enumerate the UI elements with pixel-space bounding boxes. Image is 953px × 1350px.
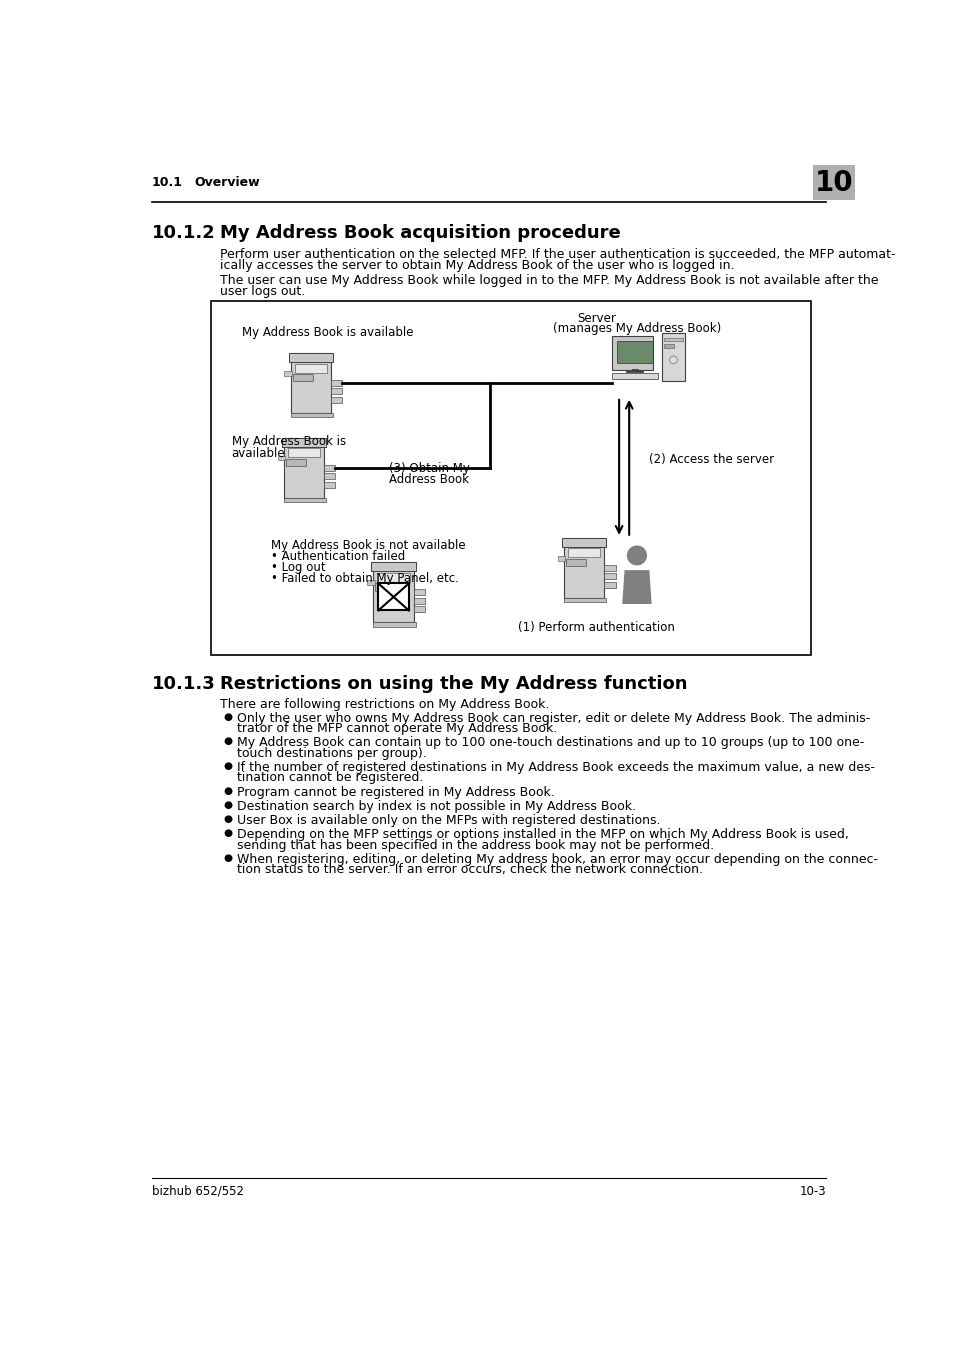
Bar bbox=[414, 598, 425, 603]
Text: ●: ● bbox=[224, 711, 233, 722]
Text: ●: ● bbox=[224, 829, 233, 838]
Text: When registering, editing, or deleting My address book, an error may occur depen: When registering, editing, or deleting M… bbox=[236, 853, 877, 867]
Text: Overview: Overview bbox=[194, 177, 260, 189]
Text: My Address Book is: My Address Book is bbox=[232, 435, 345, 448]
Text: ●: ● bbox=[224, 786, 233, 795]
Text: My Address Book can contain up to 100 one-touch destinations and up to 10 groups: My Address Book can contain up to 100 on… bbox=[236, 736, 863, 749]
Bar bbox=[414, 590, 425, 595]
Bar bbox=[281, 437, 326, 447]
Text: If the number of registered destinations in My Address Book exceeds the maximum : If the number of registered destinations… bbox=[236, 761, 874, 774]
Text: Address Book: Address Book bbox=[389, 472, 469, 486]
Text: touch destinations per group).: touch destinations per group). bbox=[236, 747, 426, 760]
Bar bbox=[371, 563, 416, 571]
Polygon shape bbox=[621, 570, 651, 603]
Bar bbox=[568, 548, 599, 558]
Bar bbox=[616, 340, 652, 363]
Bar bbox=[323, 472, 335, 479]
Bar bbox=[288, 352, 333, 362]
Text: Server: Server bbox=[577, 312, 616, 325]
Bar bbox=[283, 498, 326, 502]
Text: 10.1.3: 10.1.3 bbox=[152, 675, 215, 693]
Bar bbox=[378, 583, 409, 610]
Bar bbox=[277, 456, 284, 460]
Bar bbox=[561, 537, 606, 547]
Bar bbox=[604, 564, 615, 571]
Bar bbox=[285, 459, 305, 466]
Text: • Failed to obtain My Panel, etc.: • Failed to obtain My Panel, etc. bbox=[271, 571, 458, 585]
Bar bbox=[565, 559, 586, 566]
Bar bbox=[661, 333, 684, 381]
Text: user logs out.: user logs out. bbox=[220, 285, 305, 298]
Bar bbox=[331, 389, 342, 394]
Text: sending that has been specified in the address book may not be performed.: sending that has been specified in the a… bbox=[236, 838, 714, 852]
Text: ●: ● bbox=[224, 761, 233, 771]
Bar bbox=[611, 336, 653, 370]
Bar bbox=[331, 397, 342, 402]
Bar bbox=[375, 583, 395, 591]
Text: tination cannot be registered.: tination cannot be registered. bbox=[236, 771, 423, 784]
Text: available: available bbox=[232, 447, 285, 460]
Text: 10.1: 10.1 bbox=[152, 177, 183, 189]
Text: (1) Perform authentication: (1) Perform authentication bbox=[517, 621, 675, 634]
Text: The user can use My Address Book while logged in to the MFP. My Address Book is : The user can use My Address Book while l… bbox=[220, 274, 878, 288]
Bar bbox=[563, 598, 606, 602]
Text: There are following restrictions on My Address Book.: There are following restrictions on My A… bbox=[220, 698, 549, 711]
Bar bbox=[558, 556, 565, 560]
Bar bbox=[377, 572, 409, 582]
Bar bbox=[373, 622, 416, 626]
Bar bbox=[663, 338, 682, 342]
Text: ●: ● bbox=[224, 801, 233, 810]
Text: (manages My Address Book): (manages My Address Book) bbox=[553, 323, 720, 335]
Bar bbox=[293, 374, 313, 381]
Text: Perform user authentication on the selected MFP. If the user authentication is s: Perform user authentication on the selec… bbox=[220, 248, 895, 262]
Text: Program cannot be registered in My Address Book.: Program cannot be registered in My Addre… bbox=[236, 786, 555, 799]
Bar bbox=[373, 563, 414, 622]
Bar bbox=[604, 574, 615, 579]
Text: My Address Book is available: My Address Book is available bbox=[241, 325, 413, 339]
Text: • Log out: • Log out bbox=[271, 560, 325, 574]
Bar bbox=[323, 464, 335, 471]
Text: 10.1.2: 10.1.2 bbox=[152, 224, 215, 242]
Text: Destination search by index is not possible in My Address Book.: Destination search by index is not possi… bbox=[236, 801, 636, 813]
Circle shape bbox=[669, 356, 677, 363]
Text: Only the user who owns My Address Book can register, edit or delete My Address B: Only the user who owns My Address Book c… bbox=[236, 711, 869, 725]
Bar bbox=[812, 165, 855, 201]
Bar bbox=[563, 537, 604, 598]
Text: My Address Book is not available: My Address Book is not available bbox=[271, 539, 465, 552]
Text: (2) Access the server: (2) Access the server bbox=[649, 454, 774, 466]
Text: • Authentication failed: • Authentication failed bbox=[271, 549, 405, 563]
Bar bbox=[604, 582, 615, 587]
Text: tion status to the server. If an error occurs, check the network connection.: tion status to the server. If an error o… bbox=[236, 864, 702, 876]
Bar bbox=[611, 373, 657, 379]
Text: (3) Obtain My: (3) Obtain My bbox=[389, 462, 469, 475]
Text: trator of the MFP cannot operate My Address Book.: trator of the MFP cannot operate My Addr… bbox=[236, 722, 557, 736]
Bar bbox=[414, 606, 425, 613]
Bar bbox=[291, 413, 333, 417]
Text: ●: ● bbox=[224, 736, 233, 747]
Text: 10-3: 10-3 bbox=[799, 1184, 825, 1197]
Circle shape bbox=[626, 545, 646, 566]
Bar bbox=[331, 379, 342, 386]
Text: Restrictions on using the My Address function: Restrictions on using the My Address fun… bbox=[220, 675, 687, 693]
Bar bbox=[283, 437, 323, 498]
Text: bizhub 652/552: bizhub 652/552 bbox=[152, 1184, 244, 1197]
Text: ically accesses the server to obtain My Address Book of the user who is logged i: ically accesses the server to obtain My … bbox=[220, 259, 734, 271]
Text: ●: ● bbox=[224, 853, 233, 863]
Bar bbox=[367, 580, 375, 585]
Bar bbox=[284, 371, 292, 375]
Text: My Address Book acquisition procedure: My Address Book acquisition procedure bbox=[220, 224, 620, 242]
Bar bbox=[294, 363, 327, 373]
Text: Depending on the MFP settings or options installed in the MFP on which My Addres: Depending on the MFP settings or options… bbox=[236, 829, 848, 841]
Bar bbox=[211, 301, 810, 655]
Bar bbox=[287, 448, 319, 458]
Bar bbox=[663, 344, 674, 347]
Text: 10: 10 bbox=[814, 169, 852, 197]
Bar bbox=[323, 482, 335, 487]
Text: ●: ● bbox=[224, 814, 233, 825]
Text: User Box is available only on the MFPs with registered destinations.: User Box is available only on the MFPs w… bbox=[236, 814, 659, 828]
Bar bbox=[291, 352, 331, 413]
